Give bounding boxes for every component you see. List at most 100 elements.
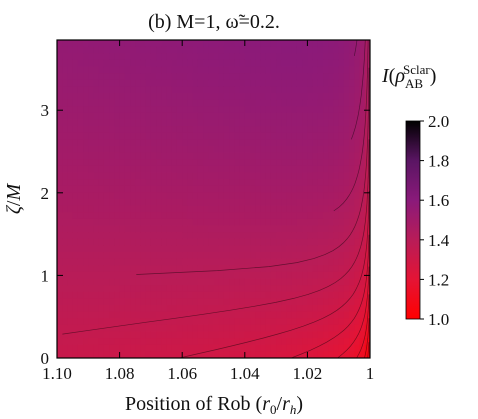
heatmap-cell xyxy=(150,278,157,286)
heatmap-cell xyxy=(312,106,319,114)
heatmap-cell xyxy=(156,252,162,260)
heatmap-cell xyxy=(130,99,136,107)
heatmap-cell xyxy=(276,126,282,134)
heatmap-cell xyxy=(317,66,324,74)
heatmap-cell xyxy=(343,298,350,306)
heatmap-cell xyxy=(349,318,355,326)
heatmap-cell xyxy=(218,232,225,240)
heatmap-cell xyxy=(359,159,366,167)
heatmap-cell xyxy=(296,79,303,87)
heatmap-cell xyxy=(286,179,293,187)
heatmap-cell xyxy=(276,40,282,48)
heatmap-cell xyxy=(343,338,350,346)
heatmap-cell xyxy=(176,271,183,280)
heatmap-cell xyxy=(244,252,251,260)
heatmap-cell xyxy=(203,126,209,134)
heatmap-cell xyxy=(192,311,199,319)
heatmap-cell xyxy=(291,218,298,227)
heatmap-cell xyxy=(223,172,230,180)
heatmap-cell xyxy=(265,146,272,154)
heatmap-cell xyxy=(296,278,303,286)
heatmap-cell xyxy=(333,318,340,326)
heatmap-cell xyxy=(182,271,189,280)
heatmap-cell xyxy=(223,271,230,280)
heatmap-cell xyxy=(197,126,204,134)
heatmap-cell xyxy=(103,265,110,273)
heatmap-cell xyxy=(203,344,209,352)
heatmap-cell xyxy=(197,232,204,240)
heatmap-cell xyxy=(135,344,142,352)
heatmap-cell xyxy=(255,165,262,174)
heatmap-cell xyxy=(208,53,215,61)
heatmap-cell xyxy=(197,172,204,180)
heatmap-cell xyxy=(109,338,115,346)
plot-frame xyxy=(56,39,371,359)
heatmap-cell xyxy=(145,192,152,200)
heatmap-cell xyxy=(203,232,209,240)
heatmap-cell xyxy=(124,311,131,319)
heatmap-cell xyxy=(328,192,335,200)
heatmap-cell xyxy=(156,165,162,174)
heatmap-cell xyxy=(171,179,178,187)
heatmap-cell xyxy=(171,199,178,207)
heatmap-cell xyxy=(276,172,282,180)
heatmap-cell xyxy=(208,165,215,174)
heatmap-cell xyxy=(119,265,126,273)
heatmap-cell xyxy=(140,338,147,346)
heatmap-cell xyxy=(218,126,225,134)
heatmap-cell xyxy=(192,212,199,220)
heatmap-cell xyxy=(302,338,308,346)
heatmap-cell xyxy=(119,232,126,240)
heatmap-cell xyxy=(103,79,110,87)
heatmap-cell xyxy=(333,93,340,101)
heatmap-cell xyxy=(250,238,256,246)
heatmap-cell xyxy=(187,66,194,74)
heatmap-cell xyxy=(192,265,199,273)
heatmap-cell xyxy=(187,225,194,233)
heatmap-cell xyxy=(187,53,194,61)
heatmap-cell xyxy=(140,285,147,293)
heatmap-cell xyxy=(182,258,189,266)
heatmap-cell xyxy=(213,285,220,293)
heatmap-cell xyxy=(77,132,84,140)
x-tick-label: 1 xyxy=(366,364,375,383)
heatmap-cell xyxy=(145,291,152,299)
heatmap-cell xyxy=(296,298,303,306)
heatmap-cell xyxy=(244,112,251,121)
heatmap-cell xyxy=(208,59,215,68)
heatmap-cell xyxy=(260,271,267,280)
heatmap-cell xyxy=(276,238,282,246)
heatmap-cell xyxy=(291,324,298,333)
heatmap-cell xyxy=(296,205,303,213)
heatmap-cell xyxy=(265,132,272,140)
heatmap-cell xyxy=(119,238,126,246)
heatmap-cell xyxy=(62,159,69,167)
heatmap-cell xyxy=(239,93,246,101)
heatmap-cell xyxy=(130,291,136,299)
heatmap-cell xyxy=(114,132,121,140)
heatmap-cell xyxy=(302,86,308,94)
heatmap-cell xyxy=(156,324,162,333)
heatmap-cell xyxy=(203,152,209,160)
heatmap-cell xyxy=(250,86,256,94)
heatmap-cell xyxy=(312,338,319,346)
heatmap-cell xyxy=(130,245,136,253)
heatmap-cell xyxy=(265,159,272,167)
heatmap-cell xyxy=(176,40,183,48)
heatmap-cell xyxy=(182,245,189,253)
heatmap-cell xyxy=(57,185,63,193)
heatmap-cell xyxy=(296,271,303,280)
heatmap-cell xyxy=(130,285,136,293)
heatmap-cell xyxy=(161,252,168,260)
heatmap-cell xyxy=(270,40,277,48)
heatmap-cell xyxy=(234,106,241,114)
heatmap-cell xyxy=(354,278,361,286)
heatmap-cell xyxy=(364,172,370,180)
heatmap-cell xyxy=(307,86,314,94)
heatmap-cell xyxy=(223,86,230,94)
heatmap-cell xyxy=(281,53,288,61)
heatmap-cell xyxy=(57,338,63,346)
heatmap-cell xyxy=(364,152,370,160)
heatmap-cell xyxy=(203,172,209,180)
heatmap-cell xyxy=(276,311,282,319)
